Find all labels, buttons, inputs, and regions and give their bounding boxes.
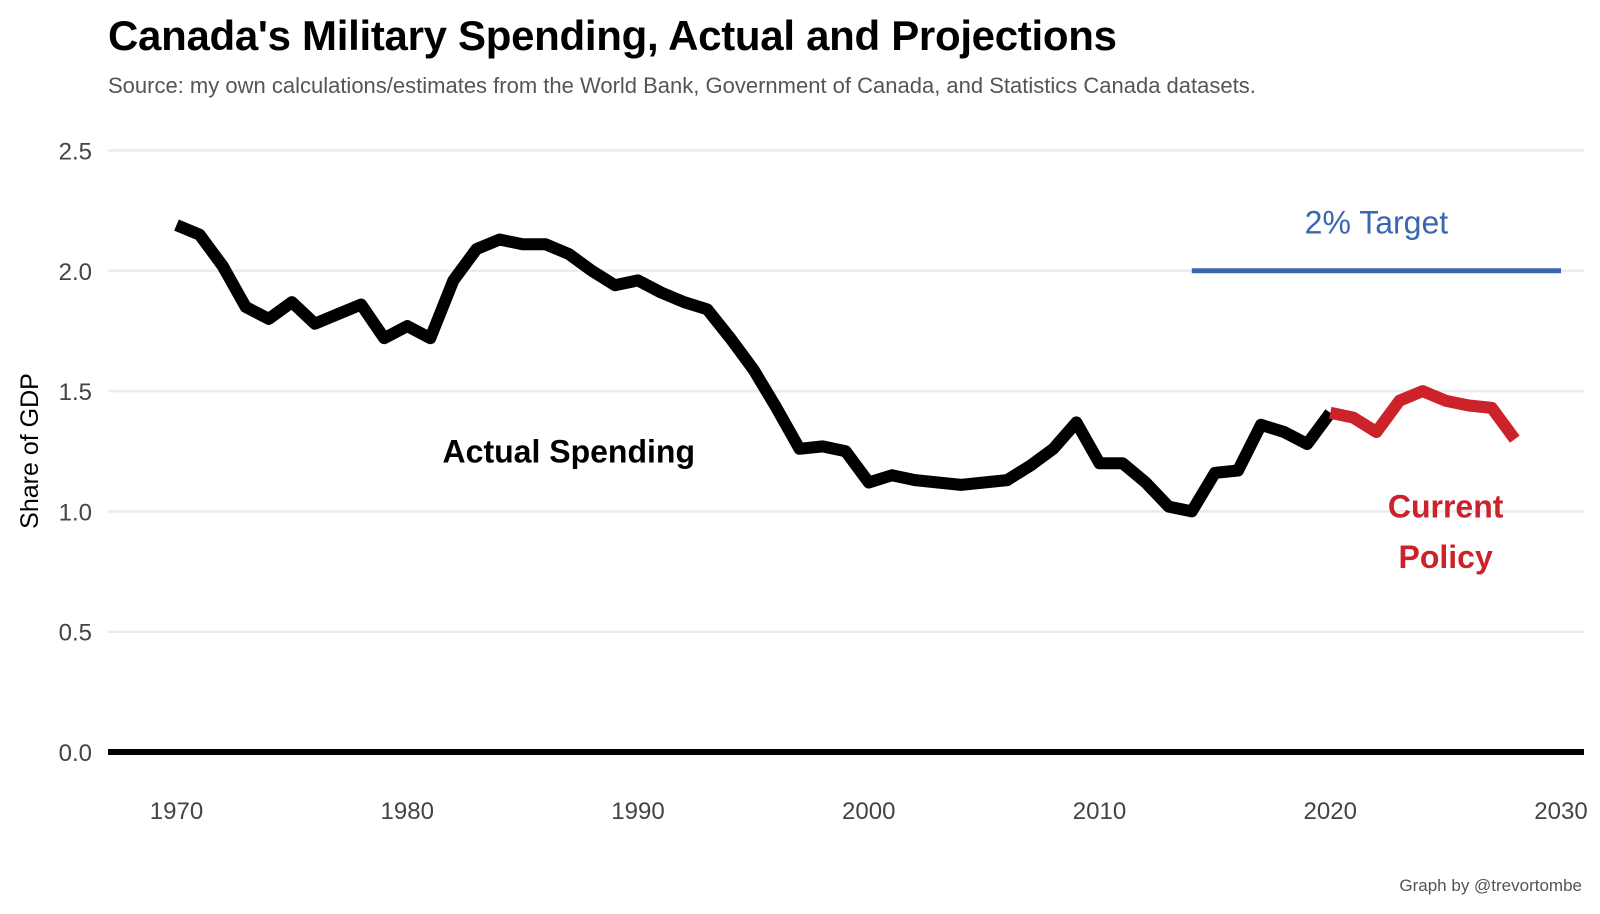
annotation-policy: Policy [1398,539,1492,575]
series-line-actual-spending [174,219,1336,518]
y-axis-label: Share of GDP [16,373,44,529]
y-axis-ticks: 0.0 0.5 1.0 1.5 2.0 2.5 [59,139,92,768]
y-tick-label: 1.0 [59,499,92,526]
chart-caption: Graph by @trevortombe [1399,876,1582,895]
y-tick-label: 1.5 [59,379,92,406]
x-tick-label: 2010 [1073,798,1126,825]
x-axis-ticks: 1970 1980 1990 2000 2010 2020 2030 [150,798,1588,825]
x-tick-label: 2020 [1304,798,1357,825]
x-tick-label: 1980 [381,798,434,825]
y-tick-label: 2.0 [59,259,92,286]
x-tick-label: 2030 [1534,798,1587,825]
y-tick-label: 2.5 [59,139,92,166]
x-tick-label: 1970 [150,798,203,825]
annotations: Actual Spending 2% Target Current Policy [443,205,1504,575]
annotation-2-target: 2% Target [1305,205,1449,241]
chart-subtitle: Source: my own calculations/estimates fr… [108,73,1256,98]
y-tick-label: 0.0 [59,740,92,767]
annotation-actual-spending: Actual Spending [443,433,695,469]
x-tick-label: 1990 [611,798,664,825]
series-line-current-policy [1329,385,1520,443]
series [174,219,1561,518]
y-tick-label: 0.5 [59,620,92,647]
x-tick-label: 2000 [842,798,895,825]
chart-title: Canada's Military Spending, Actual and P… [108,12,1117,59]
annotation-current: Current [1388,489,1504,525]
